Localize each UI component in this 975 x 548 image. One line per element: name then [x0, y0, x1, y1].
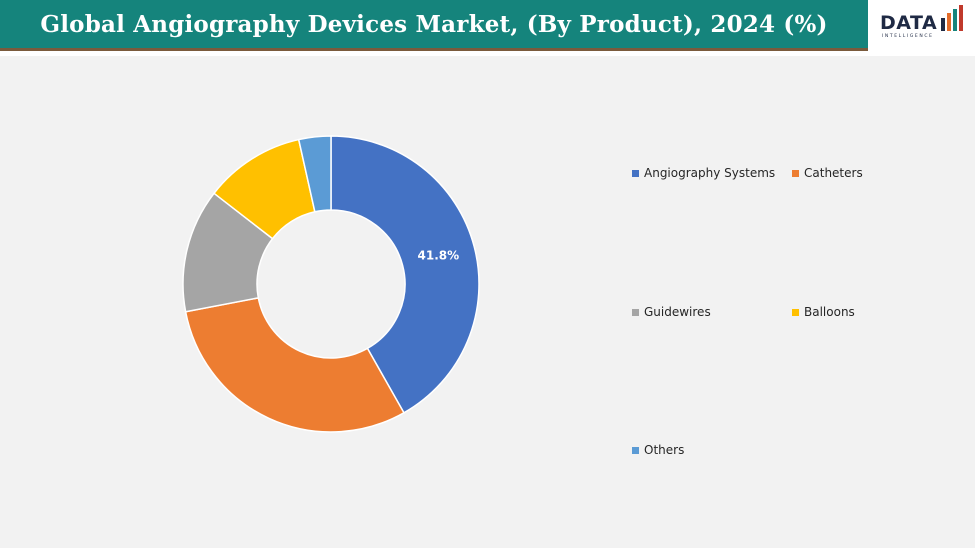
legend-label: Others [644, 443, 685, 457]
legend-swatch [792, 169, 799, 177]
legend-item-angiography-systems: Angiography Systems [632, 166, 775, 180]
donut-slice-catheters [184, 296, 405, 433]
legend-swatch [792, 308, 799, 316]
logo-wordmark: DATA [880, 12, 938, 34]
chart-panel: 41.8% Angiography Systems Catheters Guid… [0, 56, 975, 548]
logo: DATA INTELLIGENCE [870, 0, 975, 52]
legend-item-balloons: Balloons [792, 305, 855, 319]
legend-item-guidewires: Guidewires [632, 305, 711, 319]
data-label-angiography-systems: 41.8% [418, 249, 460, 263]
header-divider [0, 48, 868, 51]
legend-label: Guidewires [644, 305, 711, 319]
legend-swatch [632, 169, 639, 177]
legend-item-catheters: Catheters [792, 166, 863, 180]
legend-swatch [632, 446, 639, 454]
legend-swatch [632, 308, 639, 316]
header-bar: Global Angiography Devices Market, (By P… [0, 0, 868, 48]
legend-label: Catheters [804, 166, 863, 180]
donut-chart: 41.8% [182, 135, 480, 433]
logo-bars-icon [941, 5, 963, 31]
legend-item-others: Others [632, 443, 684, 457]
legend-label: Balloons [804, 305, 855, 319]
donut-slice-others [297, 135, 332, 213]
donut-slice-angiography-systems [330, 135, 480, 414]
page-title: Global Angiography Devices Market, (By P… [40, 10, 828, 38]
legend-label: Angiography Systems [644, 166, 776, 180]
logo-subtitle: INTELLIGENCE [882, 34, 934, 39]
